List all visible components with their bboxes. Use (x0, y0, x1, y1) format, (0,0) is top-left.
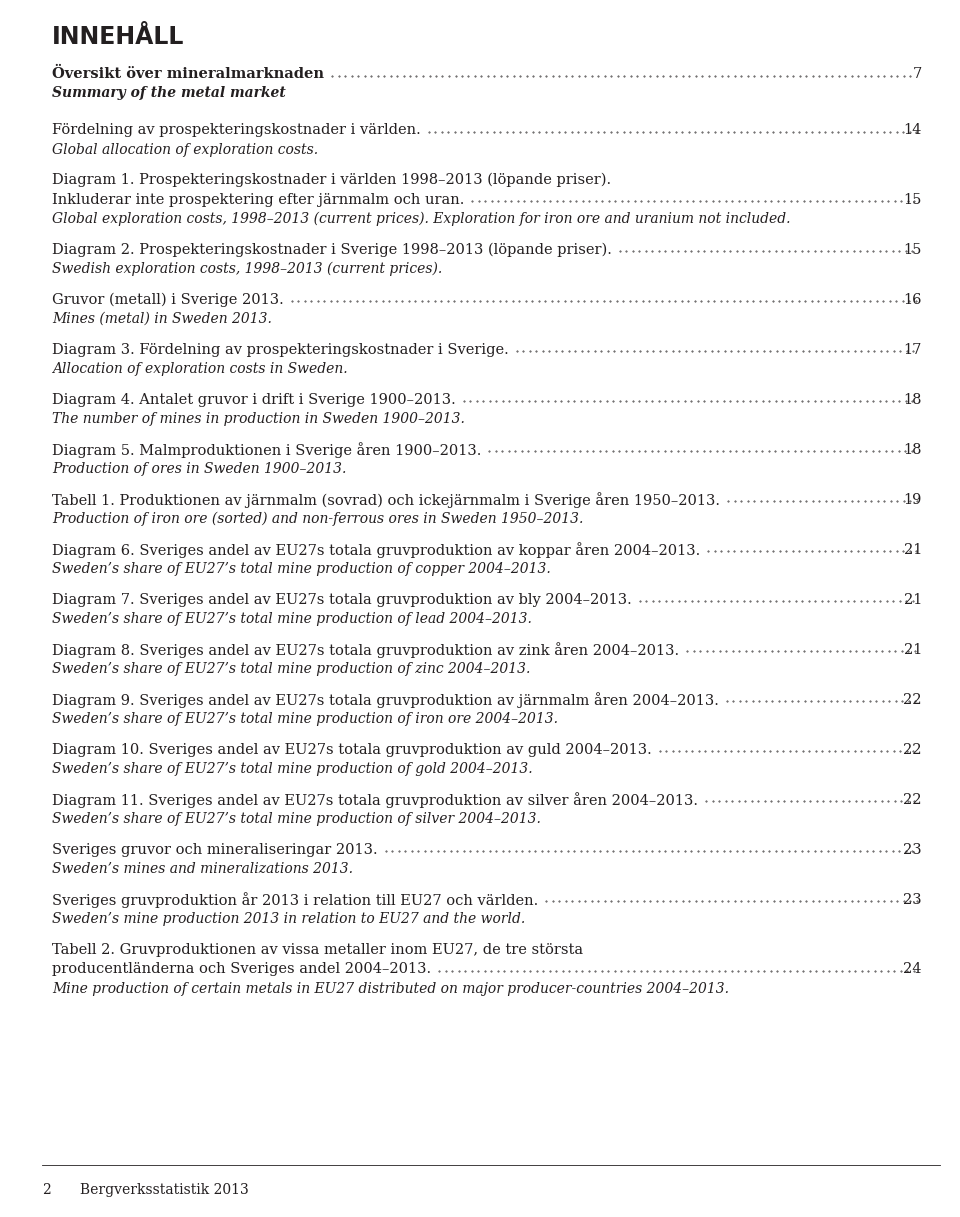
Text: INNEHÅLL: INNEHÅLL (52, 26, 184, 49)
Text: Diagram 11. Sveriges andel av EU27s totala gruvproduktion av silver åren 2004–20: Diagram 11. Sveriges andel av EU27s tota… (52, 792, 698, 808)
Text: Sweden’s share of EU27’s total mine production of copper 2004–2013.: Sweden’s share of EU27’s total mine prod… (52, 562, 551, 576)
Text: Mines (metal) in Sweden 2013.: Mines (metal) in Sweden 2013. (52, 312, 272, 326)
Text: Sveriges gruvor och mineraliseringar 2013.: Sveriges gruvor och mineraliseringar 201… (52, 842, 377, 857)
Text: Diagram 4. Antalet gruvor i drift i Sverige 1900–2013.: Diagram 4. Antalet gruvor i drift i Sver… (52, 393, 456, 406)
Text: 16: 16 (903, 292, 922, 307)
Text: 23: 23 (903, 892, 922, 907)
Text: 22: 22 (903, 692, 922, 707)
Text: Sweden’s mines and mineralizations 2013.: Sweden’s mines and mineralizations 2013. (52, 862, 353, 876)
Text: 17: 17 (903, 342, 922, 357)
Text: Bergverksstatistik 2013: Bergverksstatistik 2013 (80, 1183, 249, 1198)
Text: Diagram 7. Sveriges andel av EU27s totala gruvproduktion av bly 2004–2013.: Diagram 7. Sveriges andel av EU27s total… (52, 593, 632, 606)
Text: Summary of the metal market: Summary of the metal market (52, 86, 286, 101)
Text: Sweden’s share of EU27’s total mine production of lead 2004–2013.: Sweden’s share of EU27’s total mine prod… (52, 612, 532, 626)
Text: Diagram 6. Sveriges andel av EU27s totala gruvproduktion av koppar åren 2004–201: Diagram 6. Sveriges andel av EU27s total… (52, 543, 700, 559)
Text: 2: 2 (42, 1183, 51, 1198)
Text: 7: 7 (913, 67, 922, 82)
Text: Tabell 1. Produktionen av järnmalm (sovrad) och ickejärnmalm i Sverige åren 1950: Tabell 1. Produktionen av järnmalm (sovr… (52, 493, 720, 509)
Text: The number of mines in production in Sweden 1900–2013.: The number of mines in production in Swe… (52, 413, 465, 426)
Text: 22: 22 (903, 792, 922, 807)
Text: Diagram 10. Sveriges andel av EU27s totala gruvproduktion av guld 2004–2013.: Diagram 10. Sveriges andel av EU27s tota… (52, 742, 652, 757)
Text: Inkluderar inte prospektering efter järnmalm och uran.: Inkluderar inte prospektering efter järn… (52, 192, 465, 207)
Text: Gruvor (metall) i Sverige 2013.: Gruvor (metall) i Sverige 2013. (52, 292, 284, 307)
Text: Fördelning av prospekteringskostnader i världen.: Fördelning av prospekteringskostnader i … (52, 123, 420, 138)
Text: Allocation of exploration costs in Sweden.: Allocation of exploration costs in Swede… (52, 361, 348, 376)
Text: Diagram 9. Sveriges andel av EU27s totala gruvproduktion av järnmalm åren 2004–2: Diagram 9. Sveriges andel av EU27s total… (52, 692, 719, 708)
Text: 22: 22 (903, 742, 922, 757)
Text: Swedish exploration costs, 1998–2013 (current prices).: Swedish exploration costs, 1998–2013 (cu… (52, 262, 443, 276)
Text: 21: 21 (903, 643, 922, 656)
Text: Diagram 8. Sveriges andel av EU27s totala gruvproduktion av zink åren 2004–2013.: Diagram 8. Sveriges andel av EU27s total… (52, 643, 679, 658)
Text: Översikt över mineralmarknaden: Översikt över mineralmarknaden (52, 67, 324, 82)
Text: 24: 24 (903, 961, 922, 976)
Text: 19: 19 (903, 493, 922, 506)
Text: Diagram 3. Fördelning av prospekteringskostnader i Sverige.: Diagram 3. Fördelning av prospekteringsk… (52, 342, 509, 357)
Text: Sweden’s mine production 2013 in relation to EU27 and the world.: Sweden’s mine production 2013 in relatio… (52, 912, 525, 926)
Text: Sweden’s share of EU27’s total mine production of iron ore 2004–2013.: Sweden’s share of EU27’s total mine prod… (52, 712, 558, 727)
Text: Sweden’s share of EU27’s total mine production of gold 2004–2013.: Sweden’s share of EU27’s total mine prod… (52, 762, 533, 776)
Text: Mine production of certain metals in EU27 distributed on major producer-countrie: Mine production of certain metals in EU2… (52, 981, 729, 996)
Text: 14: 14 (903, 123, 922, 138)
Text: Production of ores in Sweden 1900–2013.: Production of ores in Sweden 1900–2013. (52, 462, 347, 476)
Text: Diagram 5. Malmproduktionen i Sverige åren 1900–2013.: Diagram 5. Malmproduktionen i Sverige år… (52, 443, 481, 459)
Text: Diagram 1. Prospekteringskostnader i världen 1998–2013 (löpande priser).: Diagram 1. Prospekteringskostnader i vär… (52, 173, 612, 187)
Text: Sweden’s share of EU27’s total mine production of silver 2004–2013.: Sweden’s share of EU27’s total mine prod… (52, 812, 540, 826)
Text: Sweden’s share of EU27’s total mine production of zinc 2004–2013.: Sweden’s share of EU27’s total mine prod… (52, 662, 530, 675)
Text: 18: 18 (903, 393, 922, 406)
Text: 21: 21 (903, 543, 922, 556)
Text: 21: 21 (903, 593, 922, 606)
Text: Global exploration costs, 1998–2013 (current prices). Exploration for iron ore a: Global exploration costs, 1998–2013 (cur… (52, 212, 790, 226)
Text: producentländerna och Sveriges andel 2004–2013.: producentländerna och Sveriges andel 200… (52, 961, 431, 976)
Text: Sveriges gruvproduktion år 2013 i relation till EU27 och världen.: Sveriges gruvproduktion år 2013 i relati… (52, 892, 539, 908)
Text: 18: 18 (903, 443, 922, 456)
Text: 15: 15 (903, 192, 922, 207)
Text: Tabell 2. Gruvproduktionen av vissa metaller inom EU27, de tre största: Tabell 2. Gruvproduktionen av vissa meta… (52, 942, 583, 957)
Text: Production of iron ore (sorted) and non-ferrous ores in Sweden 1950–2013.: Production of iron ore (sorted) and non-… (52, 512, 584, 527)
Text: 15: 15 (903, 242, 922, 257)
Text: Diagram 2. Prospekteringskostnader i Sverige 1998–2013 (löpande priser).: Diagram 2. Prospekteringskostnader i Sve… (52, 242, 612, 257)
Text: 23: 23 (903, 842, 922, 857)
Text: Global allocation of exploration costs.: Global allocation of exploration costs. (52, 142, 318, 157)
